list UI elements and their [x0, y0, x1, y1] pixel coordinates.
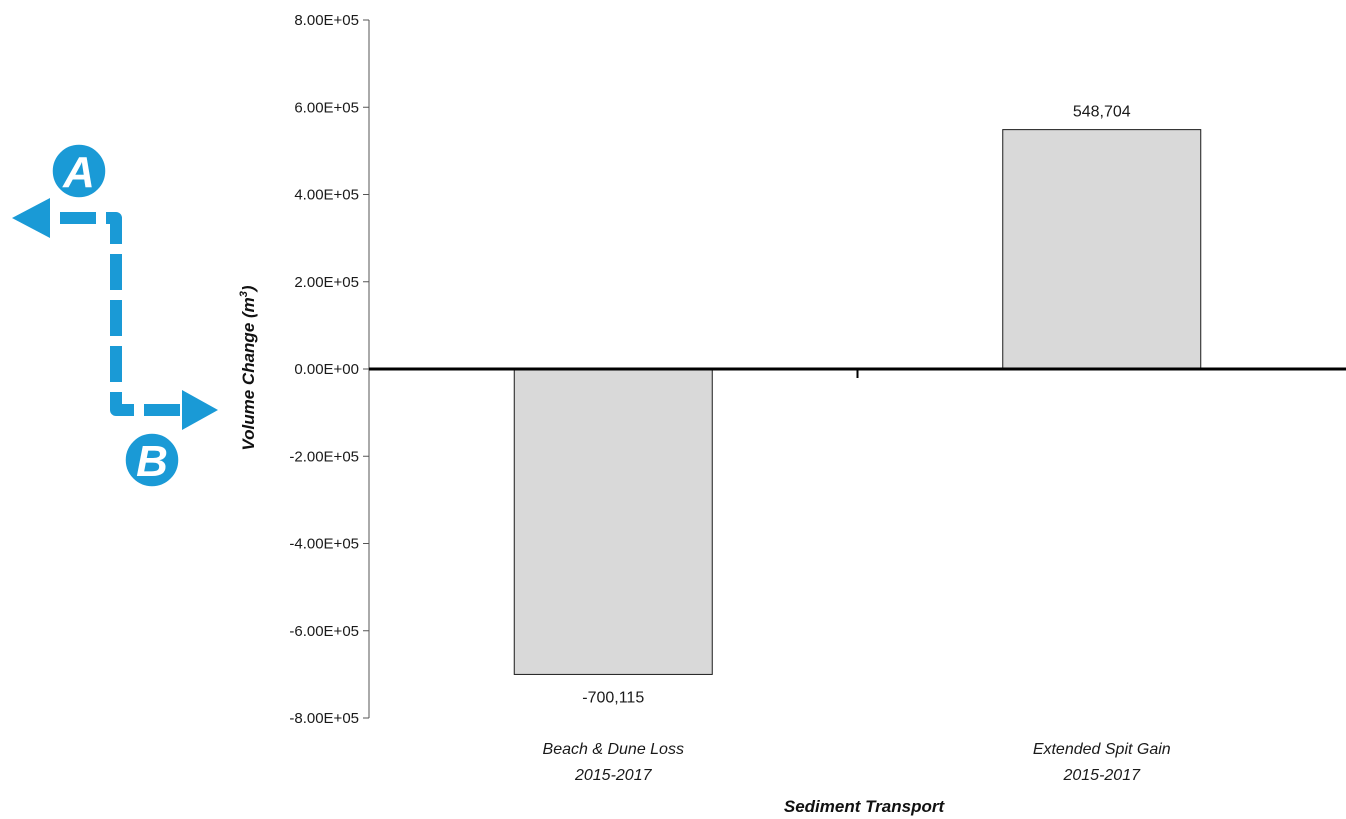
y-tick-label: -8.00E+05	[289, 710, 359, 727]
x-category-label: 2015-2017	[1062, 767, 1141, 784]
x-category-label: 2015-2017	[574, 767, 653, 784]
dashed-connector	[60, 212, 186, 416]
arrow-right-icon	[182, 390, 218, 430]
y-tick-label: -6.00E+05	[289, 623, 359, 640]
y-tick-label: -4.00E+05	[289, 536, 359, 553]
bar-data-label: -700,115	[582, 689, 644, 706]
y-axis-title: Volume Change (m3)	[238, 285, 258, 450]
marker-b-circle	[122, 430, 182, 490]
y-tick-label: 6.00E+05	[294, 99, 359, 116]
bar	[1002, 129, 1202, 370]
x-category-label: Extended Spit Gain	[1033, 741, 1171, 758]
bar	[513, 368, 713, 675]
x-axis-title: Sediment Transport	[784, 797, 946, 816]
y-tick-label: 4.00E+05	[294, 187, 359, 204]
y-tick-label: 0.00E+00	[294, 361, 359, 378]
y-axis-title-close: )	[239, 285, 258, 293]
marker-b-label: B	[136, 437, 168, 486]
direction-marker: A B	[12, 141, 218, 490]
y-axis-title-sup: 3	[238, 291, 250, 297]
y-tick-label: 2.00E+05	[294, 274, 359, 291]
marker-a-circle	[49, 141, 109, 201]
y-axis-title-main: Volume Change (m	[239, 297, 258, 450]
plot-area: -8.00E+05 -6.00E+05 -4.00E+05 -2.00E+05 0.00…	[289, 12, 1346, 784]
y-tick-label: -2.00E+05	[289, 448, 359, 465]
marker-a-label: A	[62, 148, 95, 197]
x-category-label: Beach & Dune Loss	[543, 741, 684, 758]
arrow-left-icon	[12, 198, 50, 238]
bar-data-label: 548,704	[1073, 104, 1131, 121]
y-tick-label: 8.00E+05	[294, 12, 359, 29]
